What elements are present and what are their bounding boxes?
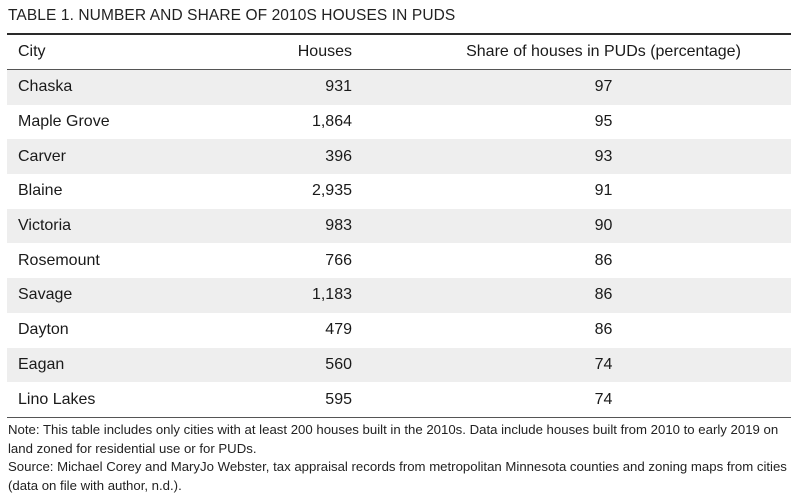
table-body: Chaska 931 97 Maple Grove 1,864 95 Carver 396 93… — [7, 70, 791, 417]
cell-share: 74 — [594, 390, 613, 408]
data-table: City Houses Share of houses in PUDs (per… — [7, 33, 791, 418]
cell-city: Savage — [18, 286, 73, 304]
cell-houses: 1,183 — [311, 286, 352, 304]
cell-share: 86 — [594, 251, 613, 269]
table-row: Maple Grove 1,864 95 — [7, 105, 791, 140]
cell-share: 93 — [594, 147, 613, 165]
header-houses: Houses — [297, 43, 352, 60]
cell-city: Maple Grove — [18, 113, 110, 131]
table-row: Lino Lakes 595 74 — [7, 382, 791, 417]
cell-houses: 396 — [325, 147, 352, 165]
top-rule — [7, 33, 791, 35]
cell-city: Chaska — [18, 78, 73, 96]
cell-share: 86 — [594, 321, 613, 339]
cell-city: Rosemount — [18, 251, 100, 269]
cell-city: Blaine — [18, 182, 63, 200]
cell-city: Dayton — [18, 321, 69, 339]
table-header-row: City Houses Share of houses in PUDs (per… — [7, 35, 791, 69]
cell-share: 95 — [594, 113, 613, 131]
cell-houses: 983 — [325, 217, 352, 235]
source-text: Source: Michael Corey and MaryJo Webster… — [8, 459, 787, 493]
cell-city: Lino Lakes — [18, 390, 96, 408]
cell-city: Carver — [18, 147, 67, 165]
cell-city: Eagan — [18, 355, 65, 373]
cell-share: 74 — [594, 355, 613, 373]
table-title: TABLE 1. NUMBER AND SHARE OF 2010S HOUSE… — [8, 7, 456, 24]
cell-share: 86 — [594, 286, 613, 304]
cell-houses: 766 — [325, 251, 352, 269]
table-row: Victoria 983 90 — [7, 208, 791, 244]
table-row: Chaska 931 97 — [7, 70, 791, 105]
table-row: Savage 1,183 86 — [7, 278, 791, 313]
header-rule — [7, 69, 791, 70]
table-row: Dayton 479 86 — [7, 313, 791, 348]
cell-houses: 479 — [325, 321, 352, 339]
cell-houses: 1,864 — [311, 113, 352, 131]
table-row: Carver 396 93 — [7, 139, 791, 175]
header-city: City — [18, 43, 46, 60]
cell-houses: 2,935 — [311, 182, 352, 200]
bottom-rule — [7, 416, 791, 418]
header-share: Share of houses in PUDs (percentage) — [466, 43, 741, 60]
cell-houses: 560 — [325, 355, 352, 373]
table-row: Blaine 2,935 91 — [7, 174, 791, 209]
table-row: Eagan 560 74 — [7, 347, 791, 383]
cell-houses: 931 — [325, 78, 352, 96]
cell-houses: 595 — [325, 390, 352, 408]
note-text: Note: This table includes only cities wi… — [8, 422, 779, 456]
table-notes: Note: This table includes only cities wi… — [8, 421, 792, 495]
cell-share: 91 — [594, 182, 613, 200]
cell-city: Victoria — [18, 217, 72, 235]
cell-share: 97 — [594, 78, 613, 96]
table-row: Rosemount 766 86 — [7, 243, 791, 278]
cell-share: 90 — [594, 217, 613, 235]
